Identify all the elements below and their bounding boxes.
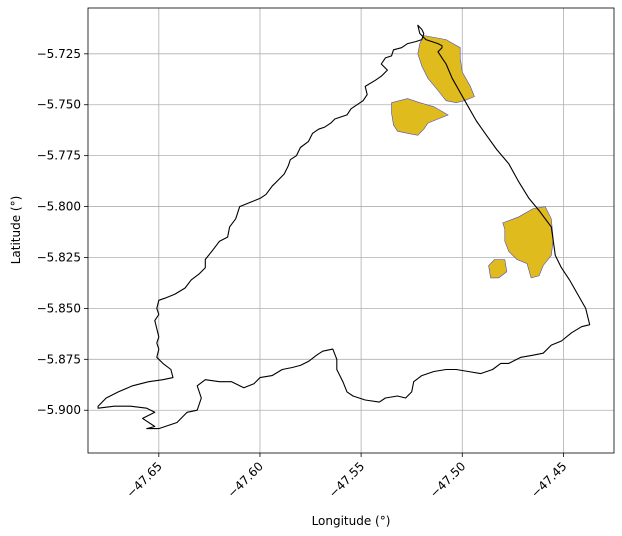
- filled-region-1: [417, 35, 475, 104]
- y-tick-label: −5.825: [37, 250, 81, 264]
- y-tick-label: −5.875: [37, 352, 81, 366]
- filled-regions: [391, 35, 554, 279]
- y-tick-label: −5.900: [37, 403, 81, 417]
- x-axis-label: Longitude (°): [312, 514, 391, 528]
- y-tick-label: −5.775: [37, 149, 81, 163]
- region-boundary: [97, 24, 591, 430]
- axes-frame: [87, 7, 615, 454]
- y-tick-label: −5.750: [37, 98, 81, 112]
- filled-region-3: [488, 206, 554, 279]
- boundary-outline: [97, 24, 591, 430]
- y-tick-label: −5.800: [37, 200, 81, 214]
- y-tick-label: −5.725: [37, 47, 81, 61]
- filled-region-2: [391, 98, 449, 136]
- y-axis-label: Latitude (°): [9, 196, 23, 265]
- y-tick-label: −5.850: [37, 301, 81, 315]
